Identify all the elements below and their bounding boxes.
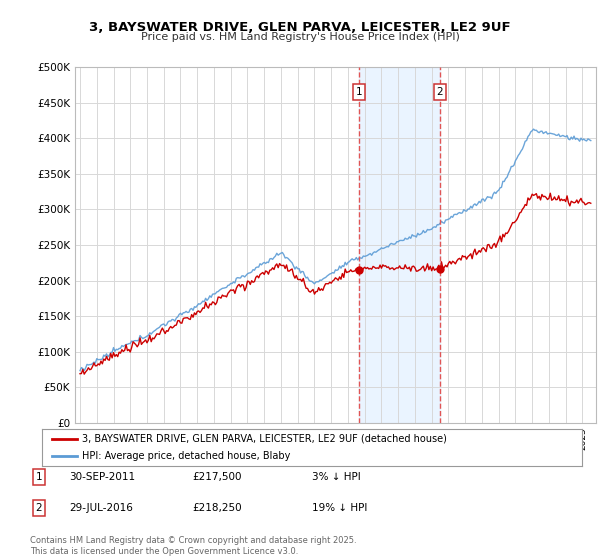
Bar bbox=[359, 67, 440, 423]
Text: 30-SEP-2011: 30-SEP-2011 bbox=[69, 472, 135, 482]
Text: 2: 2 bbox=[437, 87, 443, 97]
Text: 3, BAYSWATER DRIVE, GLEN PARVA, LEICESTER, LE2 9UF (detached house): 3, BAYSWATER DRIVE, GLEN PARVA, LEICESTE… bbox=[83, 434, 448, 444]
Text: 1: 1 bbox=[356, 87, 362, 97]
Text: HPI: Average price, detached house, Blaby: HPI: Average price, detached house, Blab… bbox=[83, 451, 291, 461]
Text: 1: 1 bbox=[35, 472, 43, 482]
Text: 19% ↓ HPI: 19% ↓ HPI bbox=[312, 503, 367, 513]
Text: 3, BAYSWATER DRIVE, GLEN PARVA, LEICESTER, LE2 9UF: 3, BAYSWATER DRIVE, GLEN PARVA, LEICESTE… bbox=[89, 21, 511, 34]
Text: £218,250: £218,250 bbox=[192, 503, 242, 513]
Text: Contains HM Land Registry data © Crown copyright and database right 2025.
This d: Contains HM Land Registry data © Crown c… bbox=[30, 536, 356, 556]
Text: £217,500: £217,500 bbox=[192, 472, 241, 482]
Text: Price paid vs. HM Land Registry's House Price Index (HPI): Price paid vs. HM Land Registry's House … bbox=[140, 32, 460, 43]
Text: 29-JUL-2016: 29-JUL-2016 bbox=[69, 503, 133, 513]
Text: 2: 2 bbox=[35, 503, 43, 513]
Text: 3% ↓ HPI: 3% ↓ HPI bbox=[312, 472, 361, 482]
